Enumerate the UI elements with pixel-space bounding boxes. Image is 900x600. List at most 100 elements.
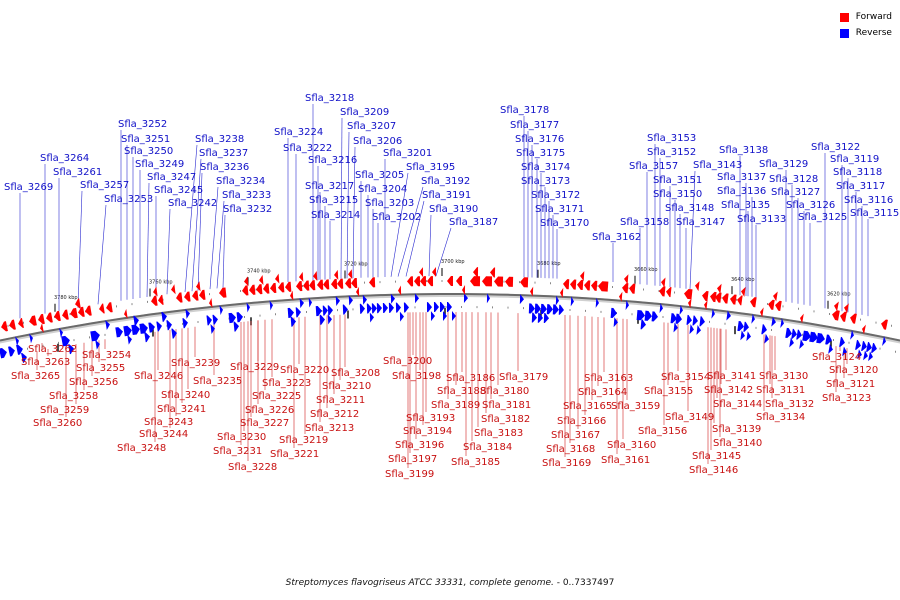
tick-label: 3640 kbp — [731, 277, 755, 283]
forward-gene-arrow — [153, 286, 158, 297]
reverse-gene-label: Sfla_3216 — [308, 155, 357, 166]
forward-gene-arrow — [577, 279, 584, 291]
forward-gene-arrow — [490, 267, 496, 278]
reverse-gene-label: Sfla_3217 — [305, 181, 354, 192]
forward-gene-label: Sfla_3226 — [245, 405, 294, 416]
reverse-gene-arrow — [699, 316, 705, 327]
forward-gene-label: Sfla_3259 — [40, 405, 89, 416]
reverse-gene-arrow — [322, 305, 328, 316]
forward-gene-arrow — [331, 278, 338, 290]
reverse-gene-arrow — [148, 322, 155, 333]
forward-gene-label: Sfla_3241 — [157, 404, 206, 415]
reverse-gene-arrow — [395, 302, 401, 313]
forward-gene-arrow — [570, 279, 577, 290]
forward-gene-label: Sfla_3165 — [563, 401, 612, 412]
tick-label: 3760 kbp — [149, 280, 173, 286]
forward-gene-arrow — [323, 279, 330, 290]
reverse-gene-arrow — [315, 305, 322, 317]
reverse-gene-arrow — [8, 346, 15, 357]
reverse-gene-arrow — [543, 313, 549, 324]
reverse-gene-arrow — [636, 309, 645, 321]
reverse-gene-arrow — [692, 315, 698, 326]
reverse-leader-line — [405, 200, 425, 277]
reverse-gene-arrow — [115, 327, 123, 338]
forward-gene-label: Sfla_3182 — [481, 414, 530, 425]
forward-gene-arrow — [591, 280, 598, 291]
tick-label: 3660 kbp — [634, 267, 658, 273]
forward-gene-label: Sfla_3146 — [689, 465, 738, 476]
reverse-gene-label: Sfla_3135 — [721, 200, 770, 211]
tick-label: 3700 kbp — [441, 259, 465, 265]
reverse-gene-arrow — [68, 344, 74, 355]
forward-gene-arrow — [62, 309, 69, 320]
legend-reverse-swatch — [839, 28, 849, 38]
tick-label: 3740 kbp — [247, 268, 271, 274]
reverse-gene-arrow — [651, 311, 658, 322]
reverse-gene-label: Sfla_3137 — [717, 172, 766, 183]
reverse-gene-arrow — [679, 305, 683, 316]
forward-gene-label: Sfla_3121 — [826, 379, 875, 390]
forward-gene-arrow — [473, 267, 479, 278]
reverse-leader-line — [397, 186, 424, 277]
forward-gene-label: Sfla_3142 — [704, 385, 753, 396]
forward-gene-arrow — [624, 274, 629, 285]
reverse-gene-label: Sfla_3251 — [121, 134, 170, 145]
forward-gene-arrow — [688, 298, 692, 309]
forward-gene-label: Sfla_3256 — [69, 377, 118, 388]
reverse-gene-arrow — [751, 313, 755, 324]
reverse-gene-label: Sfla_3257 — [80, 180, 129, 191]
reverse-gene-arrow — [348, 295, 353, 306]
reverse-gene-arrow — [764, 333, 769, 344]
forward-gene-arrow — [844, 303, 849, 314]
reverse-gene-arrow — [828, 343, 833, 354]
reverse-gene-arrow — [534, 303, 541, 314]
reverse-gene-arrow — [362, 294, 367, 305]
forward-gene-arrow — [348, 269, 353, 280]
forward-gene-label: Sfla_3254 — [82, 350, 131, 361]
forward-gene-arrow — [768, 299, 775, 310]
reverse-gene-arrow — [673, 322, 678, 333]
reverse-gene-arrow — [390, 293, 395, 304]
reverse-gene-arrow — [90, 330, 100, 342]
reverse-gene-arrow — [295, 307, 301, 318]
forward-gene-arrow — [737, 295, 743, 306]
forward-gene-label: Sfla_3208 — [331, 368, 380, 379]
reverse-gene-label: Sfla_3249 — [135, 159, 184, 170]
reverse-gene-label: Sfla_3207 — [347, 121, 396, 132]
forward-gene-arrow — [414, 276, 421, 287]
reverse-gene-arrow — [451, 311, 456, 322]
forward-gene-label: Sfla_3188 — [437, 386, 486, 397]
reverse-gene-label: Sfla_3174 — [521, 162, 570, 173]
reverse-gene-arrow — [463, 293, 468, 304]
forward-gene-arrow — [840, 311, 847, 322]
forward-gene-arrow — [456, 276, 463, 287]
reverse-gene-arrow — [696, 324, 701, 335]
reverse-gene-label: Sfla_3158 — [620, 217, 669, 228]
forward-gene-label: Sfla_3229 — [230, 362, 279, 373]
forward-gene-arrow — [750, 297, 757, 308]
reverse-leader-line — [346, 131, 350, 279]
reverse-gene-arrow — [95, 339, 100, 350]
reverse-gene-arrow — [414, 293, 419, 304]
reverse-gene-label: Sfla_3252 — [118, 119, 167, 130]
forward-gene-arrow — [862, 324, 866, 335]
reverse-gene-arrow — [809, 331, 818, 343]
legend-reverse: Reverse — [839, 25, 892, 41]
reverse-gene-label: Sfla_3122 — [811, 142, 860, 153]
legend: Forward Reverse — [839, 9, 892, 41]
reverse-gene-label: Sfla_3116 — [844, 195, 893, 206]
forward-gene-arrow — [470, 276, 481, 287]
forward-gene-label: Sfla_3225 — [252, 391, 301, 402]
reverse-gene-label: Sfla_3234 — [216, 176, 265, 187]
reverse-gene-arrow — [131, 324, 140, 336]
forward-gene-arrow — [407, 276, 414, 287]
reverse-gene-arrow — [369, 312, 374, 323]
forward-gene-arrow — [800, 313, 804, 324]
reverse-gene-arrow — [206, 315, 212, 326]
forward-gene-arrow — [715, 292, 722, 303]
reverse-gene-arrow — [15, 336, 19, 347]
forward-gene-label: Sfla_3199 — [385, 469, 434, 480]
forward-gene-label: Sfla_3200 — [383, 356, 432, 367]
reverse-gene-arrow — [171, 328, 177, 339]
